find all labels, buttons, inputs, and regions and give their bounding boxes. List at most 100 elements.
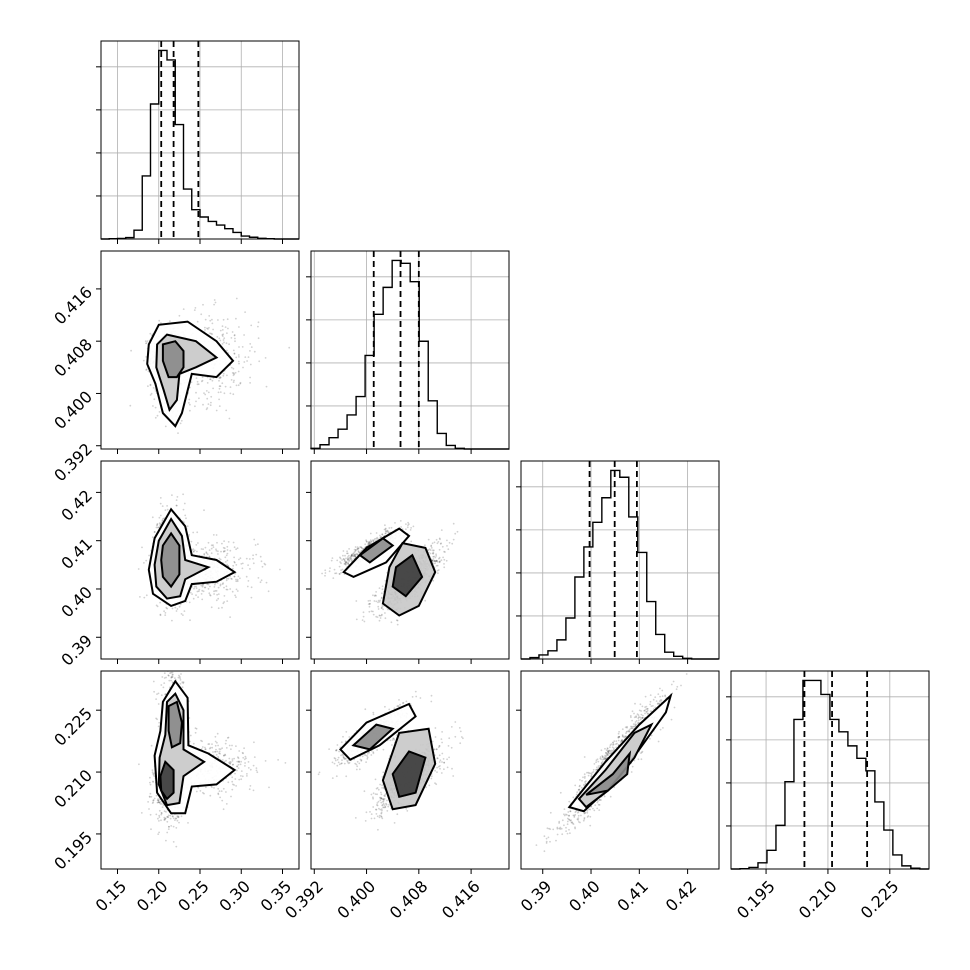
sample-point <box>157 799 160 802</box>
sample-point <box>232 567 234 570</box>
panel-content <box>137 493 281 622</box>
sample-point <box>233 352 236 355</box>
sample-point <box>233 560 236 563</box>
sample-point <box>197 596 200 598</box>
sample-point <box>166 831 169 834</box>
sample-point <box>367 542 370 544</box>
sample-point <box>247 761 250 763</box>
sample-point <box>379 534 381 537</box>
sample-point <box>362 547 365 550</box>
sample-point <box>349 556 352 558</box>
sample-point <box>141 546 143 549</box>
sample-point <box>213 593 216 595</box>
sample-point <box>369 532 372 535</box>
sample-point <box>163 672 166 675</box>
sample-point <box>223 754 225 757</box>
sample-point <box>243 361 246 363</box>
sample-point <box>365 540 368 543</box>
sample-point <box>217 744 220 747</box>
sample-point <box>204 748 207 751</box>
sample-point <box>216 336 219 338</box>
sample-point <box>195 391 197 394</box>
sample-point <box>217 755 220 758</box>
sample-point <box>149 796 151 798</box>
sample-point <box>151 769 154 772</box>
sample-point <box>221 542 223 545</box>
sample-point <box>176 819 179 822</box>
sample-point <box>192 548 195 551</box>
sample-point <box>245 557 248 560</box>
sample-point <box>204 586 207 589</box>
sample-point <box>244 311 247 313</box>
sample-point <box>167 828 170 830</box>
sample-point <box>257 577 260 579</box>
sample-point <box>203 586 206 589</box>
sample-point <box>214 301 217 304</box>
sample-point <box>264 563 267 566</box>
sample-point <box>348 548 350 550</box>
sample-point <box>232 393 235 396</box>
sample-point <box>249 363 252 366</box>
sample-point <box>225 579 228 582</box>
sample-point <box>216 750 219 753</box>
hist-panel-2 <box>516 460 720 664</box>
sample-point <box>369 539 372 542</box>
sample-point <box>373 538 376 540</box>
sample-point <box>165 839 167 842</box>
sample-point <box>229 616 232 618</box>
sample-point <box>160 819 162 822</box>
sample-point <box>231 760 234 762</box>
sample-point <box>206 583 209 586</box>
sample-point <box>169 320 171 322</box>
sample-point <box>202 303 204 306</box>
sample-point <box>180 673 182 675</box>
sample-point <box>149 776 151 779</box>
sample-point <box>159 803 162 805</box>
sample-point <box>236 760 239 763</box>
sample-point <box>195 400 197 403</box>
sample-point <box>205 390 208 392</box>
sample-point <box>215 549 218 552</box>
sample-point <box>192 550 195 553</box>
sample-point <box>237 767 240 769</box>
sample-point <box>167 816 170 819</box>
sample-point <box>218 405 221 407</box>
sample-point <box>160 664 162 666</box>
sample-point <box>384 527 387 530</box>
sample-point <box>230 337 233 339</box>
sample-point <box>231 763 234 766</box>
sample-point <box>219 339 222 342</box>
sample-point <box>346 552 348 555</box>
sample-point <box>232 367 235 370</box>
sample-point <box>170 679 173 682</box>
sample-point <box>344 563 347 566</box>
sample-point <box>225 588 228 591</box>
sample-point <box>209 585 211 588</box>
sample-point <box>252 557 254 560</box>
sample-point <box>240 563 243 565</box>
sample-point <box>171 815 174 817</box>
sample-point <box>153 398 156 401</box>
sample-point <box>223 341 225 344</box>
sample-point <box>238 362 240 365</box>
sample-point <box>161 806 164 808</box>
sample-point <box>224 561 227 563</box>
sample-point <box>339 556 341 559</box>
sample-point <box>381 533 384 536</box>
hist-panel-0 <box>96 40 300 244</box>
sample-point <box>238 760 240 763</box>
sample-point <box>145 342 148 344</box>
sample-point <box>236 765 239 768</box>
sample-point <box>234 772 236 775</box>
sample-point <box>226 374 228 377</box>
sample-point <box>209 794 212 797</box>
sample-point <box>206 327 208 330</box>
sample-point <box>265 385 268 388</box>
sample-point <box>240 775 242 777</box>
sample-point <box>215 753 218 756</box>
sample-point <box>215 590 218 592</box>
sample-point <box>177 816 179 819</box>
sample-point <box>347 557 349 560</box>
sample-point <box>204 393 207 396</box>
sample-point <box>202 403 204 406</box>
